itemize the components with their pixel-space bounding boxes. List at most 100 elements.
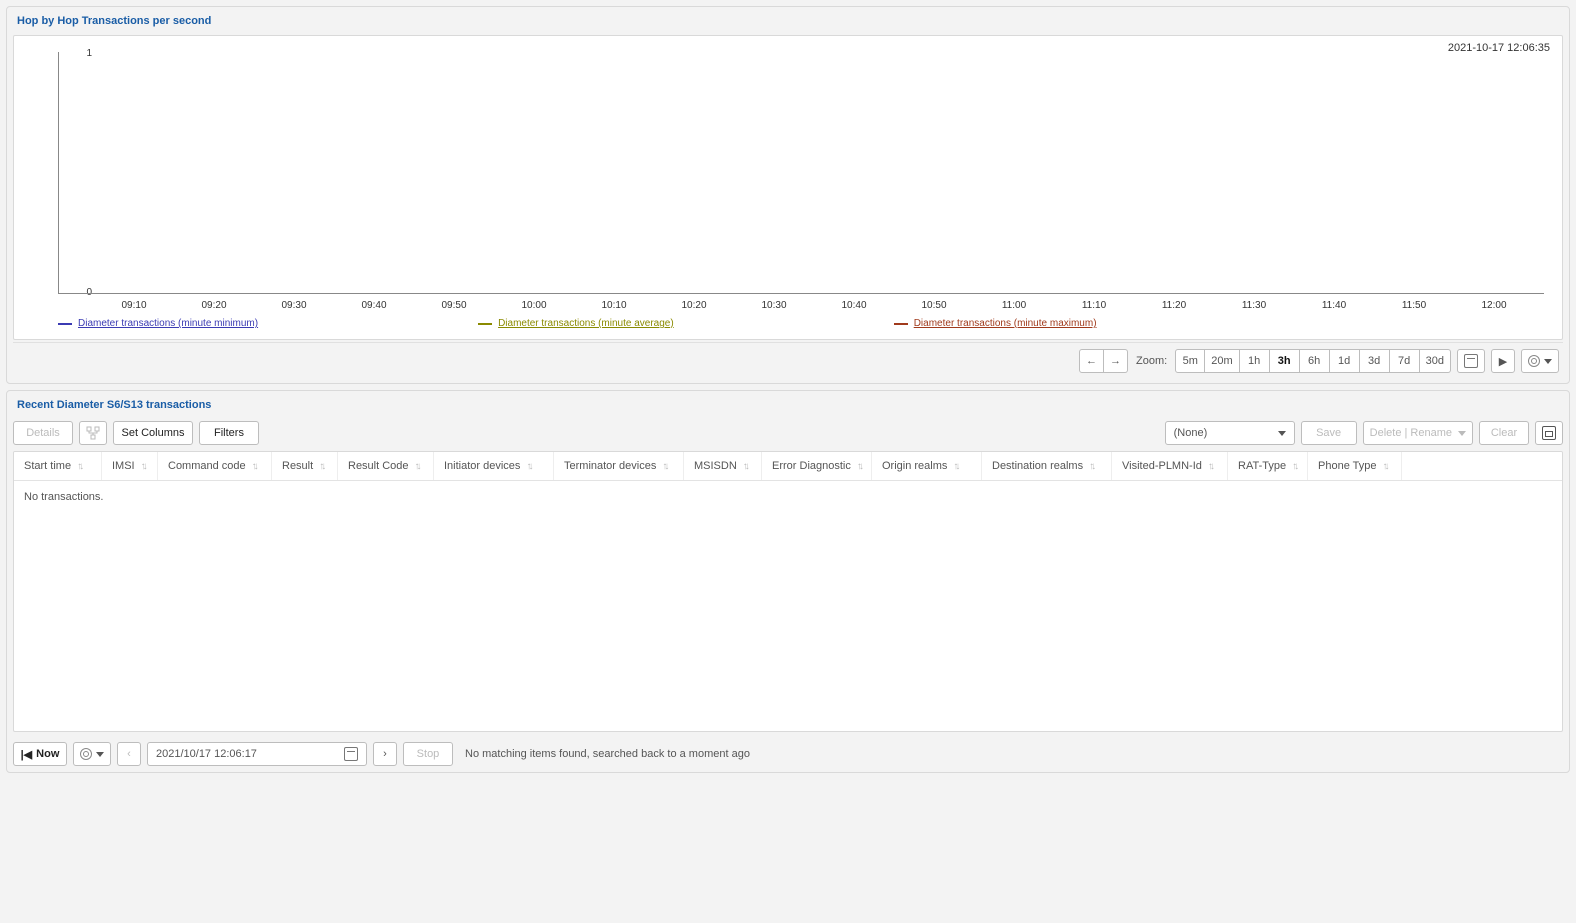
sort-icon: ↑↓ (252, 461, 256, 472)
chart-y-axis (58, 52, 59, 294)
chart-x-axis (58, 293, 1544, 294)
zoom-button-1d[interactable]: 1d (1330, 349, 1360, 373)
zoom-group: 5m20m1h3h6h1d3d7d30d (1175, 349, 1451, 373)
column-header[interactable]: MSISDN ↑↓ (684, 452, 762, 480)
chart-next-button[interactable]: → (1104, 349, 1128, 373)
column-label: MSISDN (694, 460, 737, 472)
legend-swatch (58, 323, 72, 325)
stop-button[interactable]: Stop (403, 742, 453, 766)
column-header[interactable]: Result Code↑↓ (338, 452, 434, 480)
sort-icon: ↑↓ (743, 461, 747, 472)
chart-plot[interactable]: 1 0 09:1009:2009:3009:4009:5010:0010:101… (58, 52, 1544, 312)
chart-ytick-top: 1 (80, 48, 92, 59)
fullscreen-button[interactable] (1535, 421, 1563, 445)
chart-xtick: 09:50 (414, 300, 494, 311)
chevron-down-icon (96, 752, 104, 757)
legend-swatch (894, 323, 908, 325)
zoom-button-7d[interactable]: 7d (1390, 349, 1420, 373)
legend-label: Diameter transactions (minute maximum) (914, 318, 1097, 329)
filter-select[interactable]: (None) (1165, 421, 1295, 445)
legend-label: Diameter transactions (minute average) (498, 318, 674, 329)
clear-button[interactable]: Clear (1479, 421, 1529, 445)
zoom-label: Zoom: (1136, 355, 1167, 367)
chart-settings-button[interactable] (1521, 349, 1559, 373)
table-toolbar: Details Set Columns Filters (None) Save … (9, 415, 1567, 451)
column-label: Origin realms (882, 460, 947, 472)
chart-panel-title: Hop by Hop Transactions per second (9, 9, 1567, 31)
column-header[interactable]: Command code↑↓ (158, 452, 272, 480)
column-label: Phone Type (1318, 460, 1377, 472)
tree-icon (86, 426, 100, 440)
gear-icon (1528, 355, 1540, 367)
zoom-button-5m[interactable]: 5m (1175, 349, 1205, 373)
search-status: No matching items found, searched back t… (459, 748, 750, 760)
sort-icon: ↑↓ (1208, 461, 1212, 472)
tree-view-button[interactable] (79, 421, 107, 445)
table-empty-text: No transactions. (24, 491, 103, 503)
filters-button[interactable]: Filters (199, 421, 259, 445)
sort-icon: ↑↓ (319, 461, 323, 472)
chart-xtick: 09:40 (334, 300, 414, 311)
delete-rename-label: Delete | Rename (1370, 427, 1452, 439)
legend-item[interactable]: Diameter transactions (minute maximum) (894, 318, 1097, 329)
zoom-button-6h[interactable]: 6h (1300, 349, 1330, 373)
chart-xtick: 11:00 (974, 300, 1054, 311)
chart-xtick: 10:00 (494, 300, 574, 311)
now-button[interactable]: |◀ Now (13, 742, 67, 766)
column-label: Destination realms (992, 460, 1083, 472)
zoom-button-20m[interactable]: 20m (1205, 349, 1239, 373)
chart-xtick: 10:50 (894, 300, 974, 311)
bottom-bar: |◀ Now ‹ 2021/10/17 12:06:17 › Stop No m… (9, 736, 1567, 770)
column-header[interactable]: Visited-PLMN-Id↑↓ (1112, 452, 1228, 480)
column-label: Terminator devices (564, 460, 656, 472)
filter-select-label: (None) (1174, 427, 1208, 439)
bottom-settings-button[interactable] (73, 742, 111, 766)
chart-calendar-button[interactable] (1457, 349, 1485, 373)
legend-item[interactable]: Diameter transactions (minute minimum) (58, 318, 258, 329)
column-header[interactable]: Terminator devices↑↓ (554, 452, 684, 480)
chart-prev-button[interactable]: ← (1079, 349, 1104, 373)
bottom-next-button[interactable]: › (373, 742, 397, 766)
chart-xtick: 11:50 (1374, 300, 1454, 311)
sort-icon: ↑↓ (1383, 461, 1387, 472)
chart-xtick: 12:00 (1454, 300, 1534, 311)
column-header[interactable]: Phone Type ↑↓ (1308, 452, 1402, 480)
column-header[interactable]: Result ↑↓ (272, 452, 338, 480)
chart-xtick: 09:10 (94, 300, 174, 311)
details-button[interactable]: Details (13, 421, 73, 445)
zoom-button-1h[interactable]: 1h (1240, 349, 1270, 373)
column-header[interactable]: IMSI↑↓ (102, 452, 158, 480)
legend-label: Diameter transactions (minute minimum) (78, 318, 258, 329)
chart-play-button[interactable]: ▶ (1491, 349, 1515, 373)
column-header[interactable]: Start time ↑↓ (14, 452, 102, 480)
column-label: Start time (24, 460, 71, 472)
calendar-icon (1464, 354, 1478, 368)
expand-icon (1542, 426, 1556, 440)
sort-icon: ↑↓ (526, 461, 530, 472)
sort-icon: ↑↓ (953, 461, 957, 472)
sort-icon: ↑↓ (77, 461, 81, 472)
column-header[interactable]: Origin realms ↑↓ (872, 452, 982, 480)
column-label: Result (282, 460, 313, 472)
column-header[interactable]: Error Diagnostic↑↓ (762, 452, 872, 480)
sort-icon: ↑↓ (141, 461, 145, 472)
table-body: No transactions. (14, 481, 1562, 731)
zoom-button-3d[interactable]: 3d (1360, 349, 1390, 373)
column-header[interactable]: Initiator devices↑↓ (434, 452, 554, 480)
zoom-button-30d[interactable]: 30d (1420, 349, 1451, 373)
sort-icon: ↑↓ (857, 461, 861, 472)
set-columns-button[interactable]: Set Columns (113, 421, 193, 445)
legend-item[interactable]: Diameter transactions (minute average) (478, 318, 674, 329)
delete-rename-button[interactable]: Delete | Rename (1363, 421, 1473, 445)
time-input[interactable]: 2021/10/17 12:06:17 (147, 742, 367, 766)
zoom-button-3h[interactable]: 3h (1270, 349, 1300, 373)
table-wrap: Start time↑↓IMSI↑↓Command code↑↓Result↑↓… (13, 451, 1563, 732)
sort-icon: ↑↓ (415, 461, 419, 472)
calendar-icon (344, 747, 358, 761)
save-button[interactable]: Save (1301, 421, 1357, 445)
time-value: 2021/10/17 12:06:17 (156, 748, 257, 760)
chart-xtick: 11:40 (1294, 300, 1374, 311)
bottom-prev-button[interactable]: ‹ (117, 742, 141, 766)
column-header[interactable]: RAT-Type↑↓ (1228, 452, 1308, 480)
column-header[interactable]: Destination realms↑↓ (982, 452, 1112, 480)
